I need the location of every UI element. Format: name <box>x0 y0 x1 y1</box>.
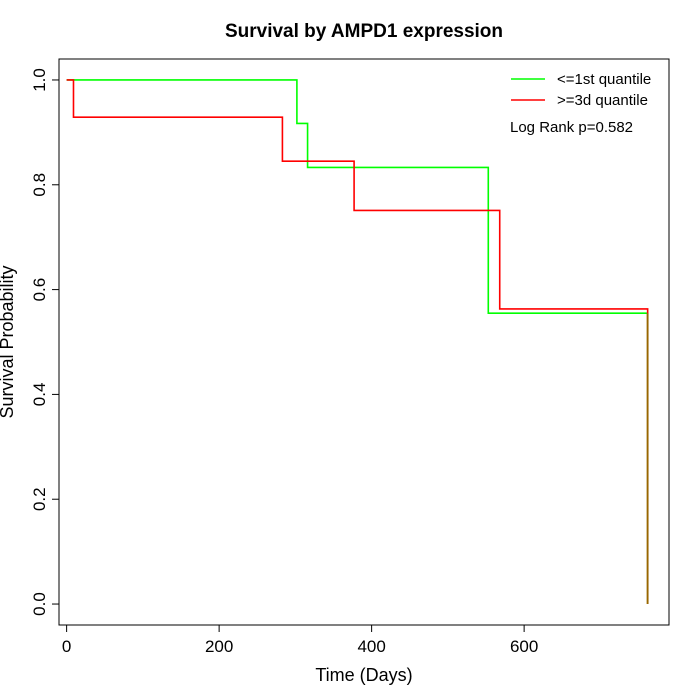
series-layer <box>66 79 649 605</box>
x-axis: 0 200 400 600 <box>62 624 538 656</box>
x-tick-label: 400 <box>357 637 385 656</box>
y-tick-label: 0.0 <box>30 592 49 616</box>
y-tick-label: 0.4 <box>30 383 49 407</box>
legend: <=1st quantile >=3d quantile <box>511 71 651 109</box>
x-tick-label: 600 <box>510 637 538 656</box>
y-tick-label: 0.2 <box>30 487 49 511</box>
plot-frame <box>58 58 670 626</box>
y-tick-label: 0.8 <box>30 173 49 197</box>
x-tick-label: 200 <box>205 637 233 656</box>
y-axis-label: Survival Probability <box>0 265 17 418</box>
chart-title: Survival by AMPD1 expression <box>225 21 503 42</box>
y-axis: 0.0 0.2 0.4 0.6 0.8 1.0 <box>30 68 60 616</box>
x-axis-label: Time (Days) <box>315 665 412 685</box>
legend-label-high: >=3d quantile <box>557 92 648 109</box>
logrank-annotation: Log Rank p=0.582 <box>510 119 633 136</box>
series-line-high <box>66 79 649 605</box>
legend-label-low: <=1st quantile <box>557 71 651 88</box>
series-line-low <box>66 79 649 605</box>
x-tick-label: 0 <box>62 637 71 656</box>
y-tick-label: 0.6 <box>30 278 49 302</box>
y-tick-label: 1.0 <box>30 68 49 92</box>
